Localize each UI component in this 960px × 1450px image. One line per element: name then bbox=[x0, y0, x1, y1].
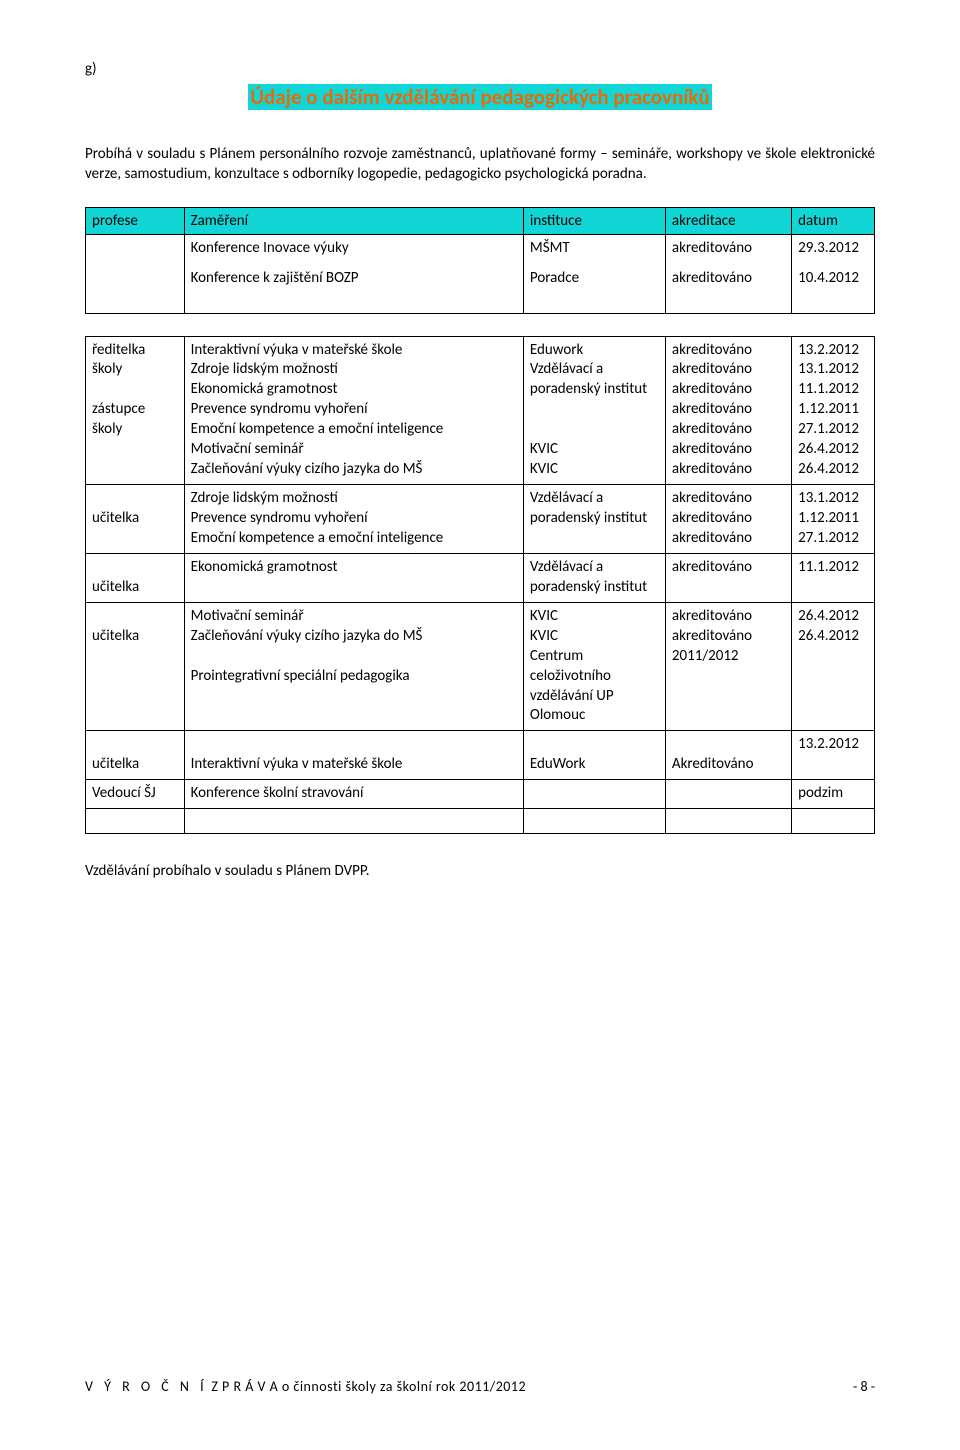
hdr-instituce: instituce bbox=[523, 207, 665, 234]
table-row: učitelkaEkonomická gramotnostVzdělávací … bbox=[86, 553, 875, 602]
top-line1-desc: Konference Inovace výuky bbox=[184, 234, 523, 261]
empty-cell bbox=[523, 809, 665, 834]
table-row-empty bbox=[86, 809, 875, 834]
table-row: Vedoucí ŠJKonference školní stravování po… bbox=[86, 780, 875, 809]
cell-date: 11.1.2012 bbox=[792, 553, 875, 602]
footer-left-spaced: V Ý R O Č N Í bbox=[85, 1378, 208, 1395]
top-line2-acc: akreditováno bbox=[665, 261, 791, 291]
cell-date: 13.1.20121.12.201127.1.2012 bbox=[792, 485, 875, 554]
cell-role: učitelka bbox=[86, 602, 185, 731]
empty-cell bbox=[792, 809, 875, 834]
cell-date: 13.2.2012 bbox=[792, 731, 875, 780]
cell-date: 26.4.201226.4.2012 bbox=[792, 602, 875, 731]
cell-acc bbox=[665, 780, 791, 809]
top-block-role bbox=[86, 234, 185, 313]
top-line2-desc: Konference k zajištění BOZP bbox=[184, 261, 523, 291]
cell-inst: Vzdělávací a poradenský institut bbox=[523, 553, 665, 602]
cell-inst: EduWork bbox=[523, 731, 665, 780]
cell-inst: Vzdělávací a poradenský institut bbox=[523, 485, 665, 554]
section-title: Údaje o dalším vzdělávání pedagogických … bbox=[248, 84, 711, 110]
cell-acc: akreditovánoakreditovánoakreditováno bbox=[665, 485, 791, 554]
cell-desc: Konference školní stravování bbox=[184, 780, 523, 809]
cell-acc: Akreditováno bbox=[665, 731, 791, 780]
page-footer: V Ý R O Č N Í Z P R Á V A o činnosti ško… bbox=[85, 1378, 875, 1395]
table-row: učitelkaZdroje lidským možnostíPrevence … bbox=[86, 485, 875, 554]
cell-inst bbox=[523, 780, 665, 809]
cell-role: Vedoucí ŠJ bbox=[86, 780, 185, 809]
cell-desc: Interaktivní výuka v mateřské škole bbox=[184, 731, 523, 780]
footer-page-number: - 8 - bbox=[853, 1378, 875, 1395]
cell-inst: KVICKVICCentrum celoživotního vzdělávání… bbox=[523, 602, 665, 731]
cell-desc: Motivační seminářZačleňování výuky cizíh… bbox=[184, 602, 523, 731]
cell-acc: akreditovánoakreditováno2011/2012 bbox=[665, 602, 791, 731]
top-line2-inst: Poradce bbox=[523, 261, 665, 291]
closing-line: Vzdělávání probíhalo v souladu s Plánem … bbox=[85, 862, 875, 880]
table-row: učitelkaInteraktivní výuka v mateřské šk… bbox=[86, 731, 875, 780]
intro-paragraph: Probíhá v souladu s Plánem personálního … bbox=[85, 144, 875, 185]
cell-date: 13.2.201213.1.201211.1.20121.12.201127.1… bbox=[792, 336, 875, 485]
top-line1-date: 29.3.2012 bbox=[792, 234, 875, 261]
top-line1-inst: MŠMT bbox=[523, 234, 665, 261]
hdr-datum: datum bbox=[792, 207, 875, 234]
cell-role: učitelka bbox=[86, 731, 185, 780]
hdr-akreditace: akreditace bbox=[665, 207, 791, 234]
footer-left-rest: Z P R Á V A o činnosti školy za školní r… bbox=[208, 1378, 526, 1395]
cell-acc: akreditovánoakreditovánoakreditovánoakre… bbox=[665, 336, 791, 485]
cell-desc: Interaktivní výuka v mateřské školeZdroj… bbox=[184, 336, 523, 485]
cell-desc: Zdroje lidským možnostíPrevence syndromu… bbox=[184, 485, 523, 554]
cell-desc: Ekonomická gramotnost bbox=[184, 553, 523, 602]
top-line1-acc: akreditováno bbox=[665, 234, 791, 261]
cell-role: ředitelka školyzástupce školy bbox=[86, 336, 185, 485]
section-letter: g) bbox=[85, 60, 875, 78]
cell-date: podzim bbox=[792, 780, 875, 809]
hdr-profese: profese bbox=[86, 207, 185, 234]
cell-role: učitelka bbox=[86, 485, 185, 554]
cell-role: učitelka bbox=[86, 553, 185, 602]
hdr-zamereni: Zaměření bbox=[184, 207, 523, 234]
empty-cell bbox=[86, 809, 185, 834]
table-row: ředitelka školyzástupce školyInteraktivn… bbox=[86, 336, 875, 485]
empty-cell bbox=[184, 809, 523, 834]
table-row: učitelkaMotivační seminářZačleňování výu… bbox=[86, 602, 875, 731]
training-header-table: profese Zaměření instituce akreditace da… bbox=[85, 207, 875, 314]
training-body-table: ředitelka školyzástupce školyInteraktivn… bbox=[85, 336, 875, 835]
top-line2-date: 10.4.2012 bbox=[792, 261, 875, 291]
empty-cell bbox=[665, 809, 791, 834]
cell-acc: akreditováno bbox=[665, 553, 791, 602]
cell-inst: EduworkVzdělávací a poradenský institutK… bbox=[523, 336, 665, 485]
